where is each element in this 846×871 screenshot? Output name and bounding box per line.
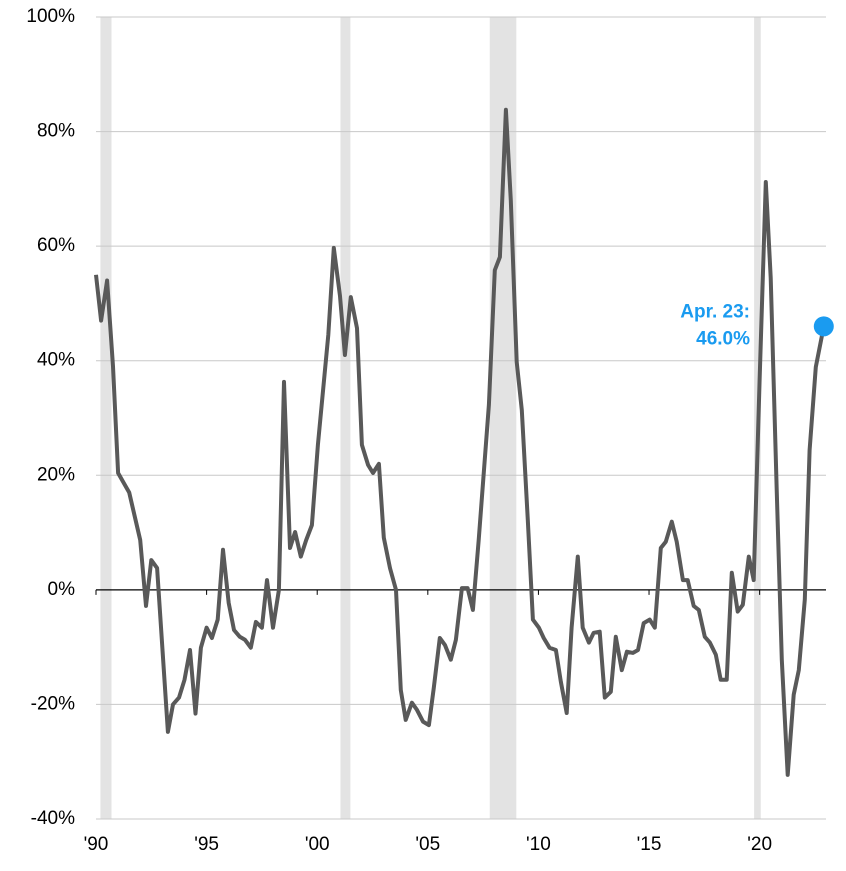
recession-band bbox=[100, 17, 112, 819]
end-point bbox=[813, 316, 834, 337]
recession-band bbox=[340, 17, 351, 819]
annotation: Apr. 23: bbox=[680, 301, 750, 322]
y-tick-label: 60% bbox=[37, 235, 75, 256]
x-tick-label: '90 bbox=[84, 834, 109, 855]
x-tick-label: '00 bbox=[305, 834, 330, 855]
x-tick-label: '10 bbox=[526, 834, 551, 855]
x-tick-label: '95 bbox=[194, 834, 219, 855]
y-tick-label: -20% bbox=[31, 693, 75, 714]
y-tick-label: 100% bbox=[26, 6, 75, 27]
y-tick-label: 80% bbox=[37, 121, 75, 142]
y-tick-label: 0% bbox=[48, 579, 76, 600]
x-tick-label: '05 bbox=[415, 834, 440, 855]
y-tick-label: 20% bbox=[37, 464, 75, 485]
data-line bbox=[94, 107, 826, 777]
annotation: 46.0% bbox=[696, 328, 750, 349]
y-tick-label: -40% bbox=[31, 808, 75, 829]
x-tick-label: '15 bbox=[637, 834, 662, 855]
x-tick-label: '20 bbox=[747, 834, 772, 855]
y-tick-label: 40% bbox=[37, 350, 75, 371]
